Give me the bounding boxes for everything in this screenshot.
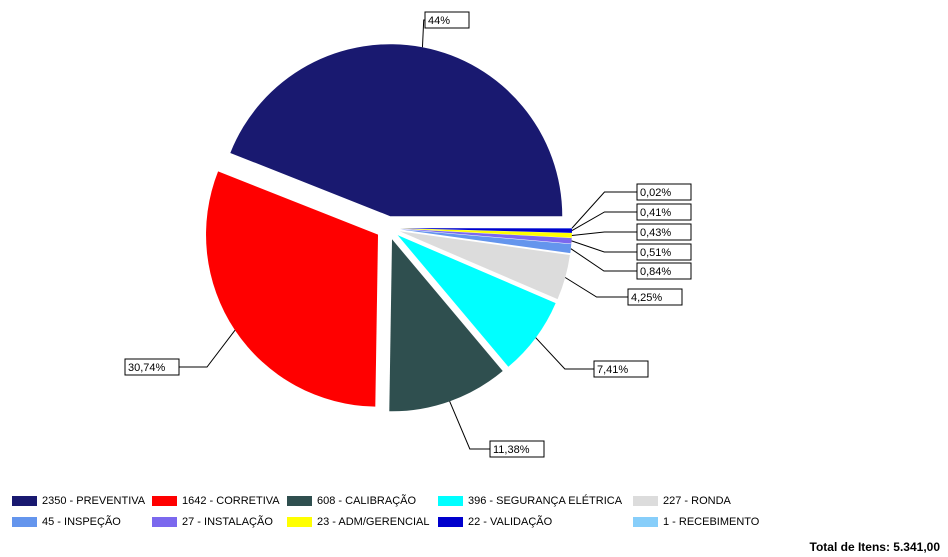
leader-line — [449, 401, 490, 450]
legend-label: 1642 - CORRETIVA — [182, 495, 280, 507]
leader-line — [571, 191, 637, 229]
label-box — [424, 11, 470, 29]
leader-line — [179, 329, 236, 368]
label-box — [636, 223, 692, 241]
legend-label: 27 - INSTALAÇÃO — [182, 515, 273, 528]
leader-line — [570, 248, 637, 272]
leader-line — [571, 231, 637, 236]
data-label: 7,41% — [597, 364, 628, 376]
pie-slice — [389, 239, 503, 412]
leader-line — [564, 277, 628, 298]
legend-label: 2350 - PREVENTIVA — [42, 495, 146, 507]
legend-swatch — [287, 496, 312, 506]
legend-swatch — [438, 496, 463, 506]
data-label: 0,84% — [640, 266, 671, 278]
legend-label: 22 - VALIDAÇÃO — [468, 515, 553, 528]
label-box — [627, 288, 683, 306]
leader-line — [571, 211, 637, 232]
label-box — [124, 358, 180, 376]
legend-swatch — [12, 517, 37, 527]
legend-swatch — [152, 496, 177, 506]
pie-slice — [399, 228, 572, 233]
pie-slice — [399, 231, 570, 300]
leader-line — [535, 337, 594, 370]
pie-slice — [399, 228, 572, 238]
legend-swatch — [12, 496, 37, 506]
data-label: 4,25% — [631, 292, 662, 304]
legend-swatch — [287, 517, 312, 527]
legend-label: 396 - SEGURANÇA ELÉTRICA — [468, 494, 623, 507]
total-label: Total de Itens: 5.341,00 — [810, 540, 941, 554]
label-box — [593, 360, 649, 378]
label-box — [636, 262, 692, 280]
data-label: 30,74% — [128, 362, 166, 374]
legend-label: 45 - INSPEÇÃO — [42, 515, 121, 528]
legend-label: 1 - RECEBIMENTO — [663, 516, 760, 528]
label-box — [636, 203, 692, 221]
label-box — [636, 183, 692, 201]
legend-swatch — [152, 517, 177, 527]
legend-swatch — [633, 496, 658, 506]
data-label: 44% — [428, 15, 450, 27]
legend-label: 227 - RONDA — [663, 495, 732, 507]
pie-slice — [230, 44, 563, 217]
pie-slice — [399, 229, 572, 254]
legend-label: 608 - CALIBRAÇÃO — [317, 494, 416, 507]
label-box — [489, 440, 545, 458]
label-box — [636, 243, 692, 261]
legend-label: 23 - ADM/GERENCIAL — [317, 516, 429, 528]
data-label: 0,02% — [640, 187, 671, 199]
legend-swatch — [438, 517, 463, 527]
pie-slice — [206, 171, 379, 407]
pie-slice — [399, 228, 572, 244]
pie-slice — [397, 235, 556, 367]
data-label: 0,41% — [640, 207, 671, 219]
data-label: 11,38% — [493, 444, 530, 456]
data-label: 0,43% — [640, 227, 671, 239]
legend-swatch — [633, 517, 658, 527]
leader-line — [571, 240, 637, 253]
data-label: 0,51% — [640, 247, 671, 259]
